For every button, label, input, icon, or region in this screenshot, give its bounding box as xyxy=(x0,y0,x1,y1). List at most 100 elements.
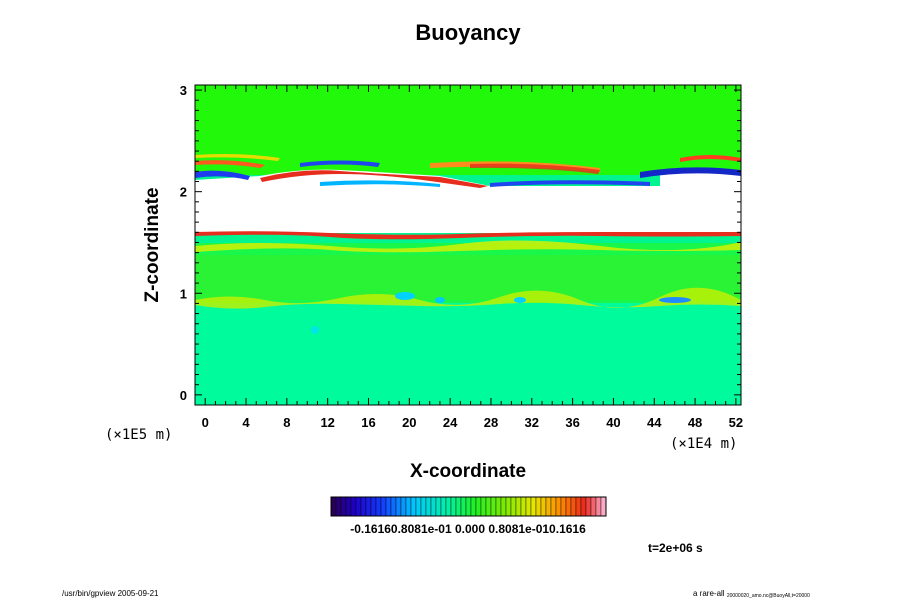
colorbar-cell xyxy=(575,496,582,517)
colorbar-cell xyxy=(560,496,567,517)
colorbar-cell xyxy=(450,496,457,517)
red-edge-lower xyxy=(195,231,741,240)
x-tick-label: 12 xyxy=(320,415,334,430)
x-tick-label: 28 xyxy=(484,415,498,430)
colorbar-cell xyxy=(525,496,532,517)
x-tick-label: 48 xyxy=(688,415,702,430)
colorbar-cell xyxy=(380,496,387,517)
heatmap-field xyxy=(195,85,741,405)
footer-left: /usr/bin/gpview 2005-09-21 xyxy=(62,589,159,598)
colorbar-cell xyxy=(515,496,522,517)
colorbar-cell xyxy=(425,496,432,517)
colorbar-cell xyxy=(445,496,452,517)
colorbar-cell xyxy=(360,496,367,517)
x-tick-label: 32 xyxy=(525,415,539,430)
x-tick-label: 4 xyxy=(242,415,250,430)
colorbar-cell xyxy=(415,496,422,517)
colorbar-cell xyxy=(590,496,597,517)
colorbar-cell xyxy=(555,496,562,517)
colorbar-cell xyxy=(405,496,412,517)
colorbar-frame xyxy=(330,496,607,517)
field-lower-gradient xyxy=(195,300,741,405)
colorbar-cell xyxy=(485,496,492,517)
colorbar-cell xyxy=(390,496,397,517)
colorbar-cell xyxy=(385,496,392,517)
colorbar-cell xyxy=(400,496,407,517)
yellow-streak xyxy=(195,240,741,253)
colorbar-cell xyxy=(500,496,507,517)
colorbar-cell xyxy=(470,496,477,517)
cyan-blip xyxy=(395,292,415,300)
x-tick-label: 44 xyxy=(647,415,662,430)
x-axis-label: X-coordinate xyxy=(410,461,526,482)
red-edge-upper xyxy=(260,170,488,188)
colorbar-cell xyxy=(435,496,442,517)
white-gap-right xyxy=(660,170,741,188)
colorbar-cell xyxy=(535,496,542,517)
yellow-streak xyxy=(195,287,741,309)
x-tick-label: 0 xyxy=(202,415,209,430)
colorbar-cell xyxy=(350,496,357,517)
blue-streak xyxy=(300,160,380,167)
colorbar-cell xyxy=(430,496,437,517)
x-axis-ticks xyxy=(194,85,737,405)
colorbar-cell xyxy=(565,496,572,517)
x-tick-label: 36 xyxy=(565,415,579,430)
field-mid-lower-band xyxy=(195,255,741,300)
x-scale-label: (×1E4 m) xyxy=(670,436,737,452)
colorbar-cell xyxy=(395,496,402,517)
colorbar-labels: -0.16160.8081e-01 0.000 0.8081e-010.1616 xyxy=(350,522,586,536)
colorbar-cell xyxy=(440,496,447,517)
colorbar-cell xyxy=(495,496,502,517)
red-streak xyxy=(470,163,600,174)
colorbar-cell xyxy=(335,496,342,517)
colorbar-cell xyxy=(595,496,602,517)
time-label: t=2e+06 s xyxy=(648,541,703,555)
colorbar-cell xyxy=(550,496,557,517)
x-tick-label: 40 xyxy=(606,415,620,430)
cyan-blip xyxy=(435,297,445,303)
colorbar-cell xyxy=(585,496,592,517)
colorbar-cell xyxy=(460,496,467,517)
footer-right-main: a rare-all xyxy=(693,589,725,598)
y-scale-label: (×1E5 m) xyxy=(105,427,172,443)
cyan-blip xyxy=(514,297,526,303)
y-tick-label: 3 xyxy=(180,83,187,98)
chart-title: Buoyancy xyxy=(415,20,521,45)
colorbar-cell xyxy=(420,496,427,517)
colorbar-cell xyxy=(510,496,517,517)
y-tick-label: 0 xyxy=(180,388,187,403)
colorbar-cell xyxy=(490,496,497,517)
colorbar-cell xyxy=(375,496,382,517)
colorbar-cell xyxy=(600,496,607,517)
colorbar: -0.16160.8081e-01 0.000 0.8081e-010.1616 xyxy=(330,496,607,536)
colorbar-cell xyxy=(370,496,377,517)
red-streak xyxy=(680,155,741,162)
colorbar-cell xyxy=(345,496,352,517)
red-streak xyxy=(195,160,265,168)
colorbar-cell xyxy=(480,496,487,517)
colorbar-cells xyxy=(330,496,607,517)
cyan-blip xyxy=(659,297,691,303)
y-axis-tick-labels: 0 1 2 3 xyxy=(180,83,187,403)
x-axis-tick-labels: 0 4 8 12 16 20 24 28 32 36 40 44 48 52 xyxy=(202,415,744,430)
x-tick-label: 20 xyxy=(402,415,416,430)
blue-streak xyxy=(490,180,650,187)
colorbar-cell xyxy=(505,496,512,517)
colorbar-cell xyxy=(365,496,372,517)
cyan-streak xyxy=(320,180,440,187)
y-tick-label: 2 xyxy=(180,185,187,200)
colorbar-cell xyxy=(545,496,552,517)
colorbar-cell xyxy=(355,496,362,517)
footer-right: a rare-all 20000020_amo.nc@BuoyAll,t=200… xyxy=(693,589,810,599)
y-tick-label: 1 xyxy=(180,286,187,301)
colorbar-cell xyxy=(540,496,547,517)
colorbar-cell xyxy=(465,496,472,517)
colorbar-cell xyxy=(570,496,577,517)
colorbar-cell xyxy=(520,496,527,517)
white-gap xyxy=(195,186,741,233)
field-upper-band xyxy=(195,85,741,175)
y-axis-ticks xyxy=(195,89,741,396)
x-tick-label: 16 xyxy=(361,415,375,430)
